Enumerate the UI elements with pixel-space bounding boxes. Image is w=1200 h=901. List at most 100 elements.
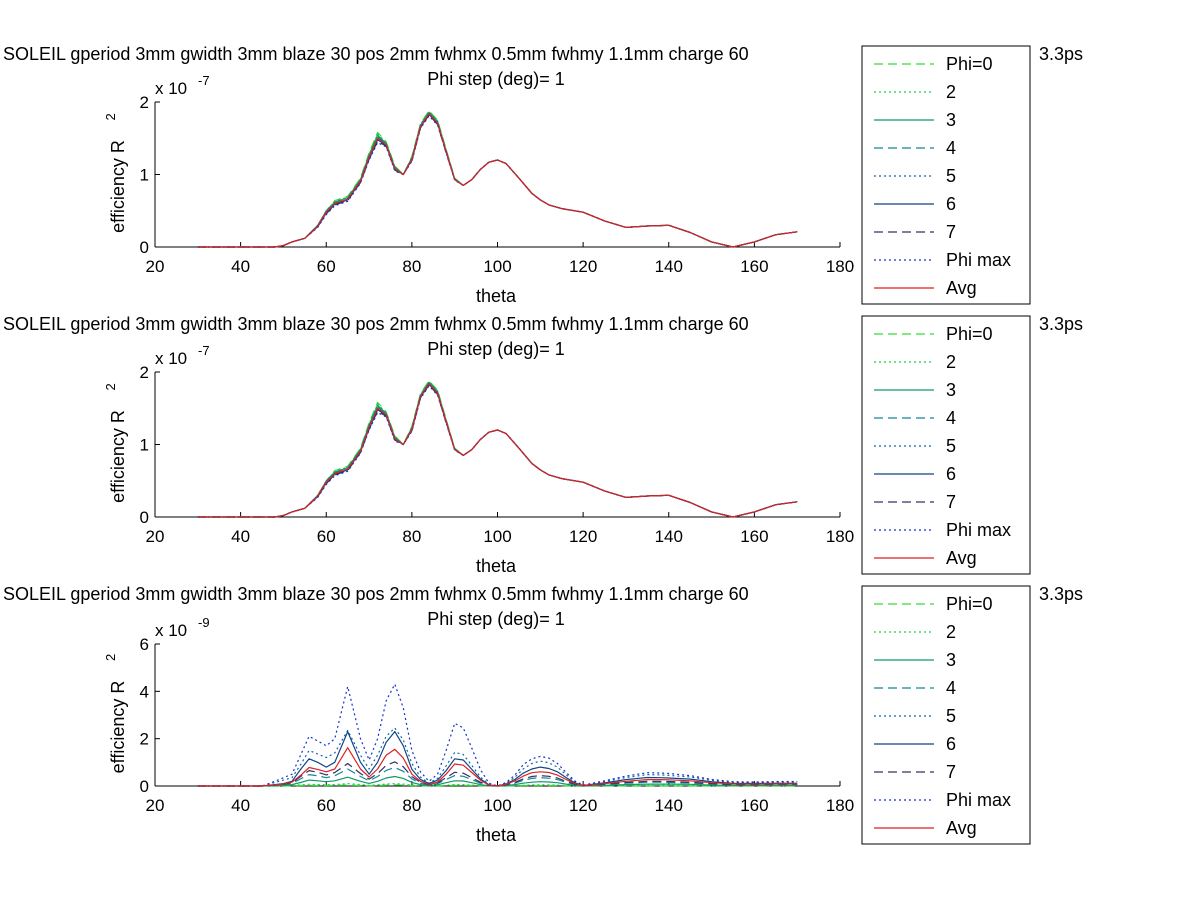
- series-line-9: [197, 747, 798, 787]
- y-exponent-label: x 10 -7: [155, 343, 210, 368]
- legend-label: Phi max: [946, 790, 1011, 810]
- x-tick-label: 60: [317, 257, 336, 276]
- legend-item: 7: [874, 762, 956, 782]
- exponent-power: -9: [198, 615, 210, 630]
- y-axis-label-text: efficiency R: [108, 140, 128, 233]
- legend-item: 3: [874, 110, 956, 130]
- x-tick-label: 140: [655, 527, 683, 546]
- y-axis-label-sup: 2: [103, 113, 118, 120]
- series-line-1: [197, 784, 798, 787]
- legend-label: Phi=0: [946, 594, 993, 614]
- x-tick-label: 20: [146, 257, 165, 276]
- legend-item: Phi max: [874, 250, 1011, 270]
- x-tick-label: 160: [740, 796, 768, 815]
- legend: Phi=0 2 3 4 5 6 7 Phi max Avg: [861, 45, 1031, 305]
- series-line-2: [197, 380, 798, 518]
- chart-title: SOLEIL gperiod 3mm gwidth 3mm blaze 30 p…: [3, 314, 1083, 334]
- series-line-1: [197, 110, 798, 248]
- x-tick-label: 100: [483, 257, 511, 276]
- legend-label: Phi max: [946, 250, 1011, 270]
- chart-title-tail: 3.3ps: [1039, 44, 1083, 64]
- x-tick-label: 80: [402, 527, 421, 546]
- legend-item: 2: [874, 82, 956, 102]
- legend-label: 5: [946, 436, 956, 456]
- legend-label: 3: [946, 110, 956, 130]
- x-tick-label: 160: [740, 527, 768, 546]
- legend-item: 7: [874, 222, 956, 242]
- series-line-2: [197, 110, 798, 248]
- legend-label: 3: [946, 650, 956, 670]
- x-tick-label: 100: [483, 527, 511, 546]
- legend-label: Avg: [946, 278, 977, 298]
- subplot-1: SOLEIL gperiod 3mm gwidth 3mm blaze 30 p…: [3, 44, 1083, 306]
- legend-label: 4: [946, 138, 956, 158]
- legend-label: 6: [946, 734, 956, 754]
- legend-item: 4: [874, 678, 956, 698]
- series-line-6: [197, 730, 798, 787]
- series-line-9: [197, 112, 798, 248]
- legend: Phi=0 2 3 4 5 6 7 Phi max Avg: [861, 585, 1031, 845]
- legend-label: 4: [946, 678, 956, 698]
- y-exponent-label: x 10 -9: [155, 615, 210, 640]
- x-tick-label: 40: [231, 527, 250, 546]
- y-axis-label-sup: 2: [103, 654, 118, 661]
- x-tick-label: 120: [569, 257, 597, 276]
- x-tick-label: 40: [231, 796, 250, 815]
- series-line-7: [197, 384, 798, 518]
- y-tick-label: 2: [140, 363, 149, 382]
- series-line-8: [197, 683, 798, 787]
- legend-item: Phi max: [874, 520, 1011, 540]
- chart-subtitle: Phi step (deg)= 1: [427, 609, 565, 629]
- x-axis-label: theta: [476, 556, 517, 576]
- legend-label: 2: [946, 352, 956, 372]
- x-tick-label: 20: [146, 796, 165, 815]
- chart-title: SOLEIL gperiod 3mm gwidth 3mm blaze 30 p…: [3, 584, 1083, 604]
- legend-label: 3: [946, 380, 956, 400]
- series-line-2: [197, 782, 798, 787]
- legend: Phi=0 2 3 4 5 6 7 Phi max Avg: [861, 315, 1031, 575]
- x-tick-label: 80: [402, 796, 421, 815]
- y-tick-label: 1: [140, 166, 149, 185]
- y-tick-label: 4: [140, 682, 149, 701]
- x-tick-label: 160: [740, 257, 768, 276]
- series-line-6: [197, 383, 798, 518]
- y-axis-label: efficiency R 2: [103, 654, 128, 774]
- legend-label: 2: [946, 82, 956, 102]
- series-line-5: [197, 383, 798, 518]
- x-tick-label: 180: [826, 257, 854, 276]
- exponent-power: -7: [198, 343, 210, 358]
- y-tick-label: 0: [140, 777, 149, 796]
- x-tick-label: 180: [826, 796, 854, 815]
- x-tick-label: 60: [317, 796, 336, 815]
- legend-item: 4: [874, 138, 956, 158]
- legend-item: Avg: [874, 278, 977, 298]
- y-tick-label: 6: [140, 635, 149, 654]
- legend-item: Phi max: [874, 790, 1011, 810]
- legend-item: 4: [874, 408, 956, 428]
- legend-box: [861, 315, 1031, 575]
- y-tick-label: 2: [140, 730, 149, 749]
- legend-label: 7: [946, 762, 956, 782]
- legend-item: 5: [874, 436, 956, 456]
- chart-title: SOLEIL gperiod 3mm gwidth 3mm blaze 30 p…: [3, 44, 1083, 64]
- y-exponent-label: x 10 -7: [155, 73, 210, 98]
- legend-item: 2: [874, 622, 956, 642]
- x-tick-label: 60: [317, 527, 336, 546]
- legend-item: 7: [874, 492, 956, 512]
- x-tick-label: 140: [655, 257, 683, 276]
- legend-item: Avg: [874, 548, 977, 568]
- legend-label: Avg: [946, 548, 977, 568]
- y-axis-label-sup: 2: [103, 383, 118, 390]
- series-line-8: [197, 385, 798, 518]
- series-line-3: [197, 381, 798, 518]
- exponent-power: -7: [198, 73, 210, 88]
- legend-label: 7: [946, 492, 956, 512]
- series-line-5: [197, 112, 798, 248]
- legend-item: Phi=0: [874, 54, 993, 74]
- x-tick-label: 100: [483, 796, 511, 815]
- chart-title-tail: 3.3ps: [1039, 584, 1083, 604]
- x-tick-label: 20: [146, 527, 165, 546]
- x-tick-label: 40: [231, 257, 250, 276]
- legend-item: 2: [874, 352, 956, 372]
